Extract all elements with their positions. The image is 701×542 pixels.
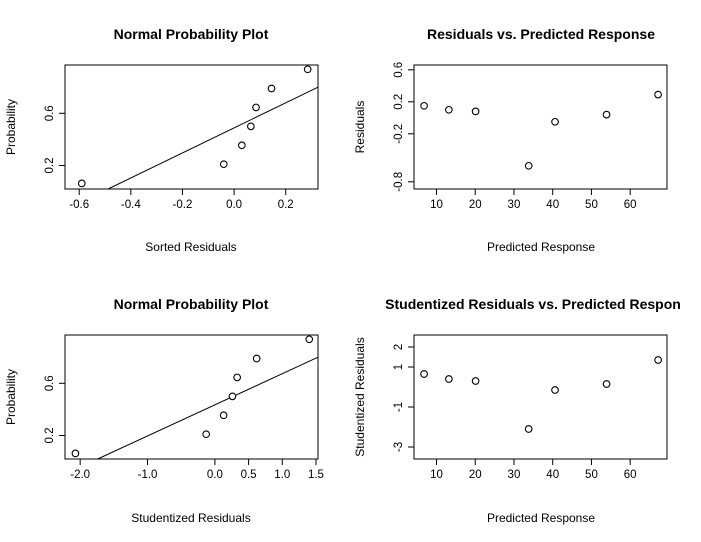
y-tick-label: -0.2: [393, 124, 405, 144]
y-axis-label: Studentized Residuals: [353, 337, 367, 456]
reference-line: [107, 86, 319, 190]
data-point: [654, 90, 662, 99]
data-point: [202, 430, 211, 439]
plot-frame: [413, 334, 668, 460]
data-point: [602, 380, 611, 388]
x-tick-label: 60: [624, 469, 637, 481]
x-axis-label: Predicted Response: [487, 240, 595, 254]
data-point: [524, 425, 533, 433]
x-tick-label: 60: [624, 199, 637, 211]
x-tick-label: 0.0: [207, 469, 223, 481]
data-point: [654, 356, 662, 364]
y-tick-label: -3: [393, 442, 405, 452]
data-point: [267, 84, 276, 93]
panel-normal-probability-residuals: Normal Probability Plot Sorted Residuals…: [4, 26, 319, 254]
panel-residuals-vs-predicted: Residuals vs. Predicted Response Predict…: [353, 26, 668, 254]
chart-title: Normal Probability Plot: [114, 296, 269, 312]
x-axis-label: Predicted Response: [487, 511, 595, 525]
data-point: [247, 122, 255, 131]
y-axis-label: Probability: [4, 369, 18, 425]
reference-line: [97, 356, 319, 460]
data-point: [445, 105, 453, 114]
data-point: [305, 335, 314, 344]
data-point: [420, 101, 428, 110]
data-point: [471, 377, 480, 385]
plot-frame: [64, 334, 319, 460]
panel-normal-probability-studentized: Normal Probability Plot Studentized Resi…: [4, 296, 324, 525]
y-tick-label: 0.6: [393, 62, 405, 78]
data-point: [551, 386, 559, 394]
data-point: [252, 103, 260, 112]
x-tick-label: 1.0: [274, 469, 290, 481]
x-tick-label: 0.5: [241, 469, 257, 481]
x-tick-label: -1.0: [138, 469, 158, 481]
data-point: [303, 65, 312, 74]
x-tick-label: 20: [469, 469, 482, 481]
x-tick-label: 30: [508, 469, 521, 481]
y-tick-label: -1: [393, 402, 405, 412]
data-point: [233, 373, 241, 382]
x-tick-label: 40: [546, 469, 559, 481]
data-point: [77, 179, 86, 188]
x-tick-label: 50: [585, 199, 598, 211]
x-tick-label: 1.5: [308, 469, 324, 481]
x-tick-label: 40: [546, 199, 559, 211]
x-tick-label: -0.6: [69, 199, 89, 211]
chart-title: Studentized Residuals vs. Predicted Resp…: [385, 296, 681, 312]
data-point: [602, 110, 611, 119]
data-point: [471, 107, 480, 116]
y-axis-label: Residuals: [353, 101, 367, 154]
y-tick-label: 0.2: [44, 428, 56, 444]
plot-frame: [64, 64, 319, 190]
x-tick-label: 10: [430, 199, 443, 211]
y-tick-label: 0.6: [44, 375, 56, 391]
plot-frame: [413, 64, 668, 190]
x-tick-label: 0.0: [226, 199, 242, 211]
y-tick-label: 2: [393, 344, 405, 350]
data-point: [524, 161, 533, 170]
data-point: [219, 160, 228, 169]
data-point: [252, 354, 261, 363]
x-tick-label: 10: [430, 469, 443, 481]
data-point: [71, 449, 80, 458]
x-tick-label: -2.0: [70, 469, 90, 481]
x-tick-label: -0.2: [173, 199, 193, 211]
y-tick-label: 0.2: [44, 158, 56, 174]
y-tick-label: 0.6: [44, 105, 56, 121]
x-tick-label: 50: [585, 469, 598, 481]
data-point: [219, 411, 228, 420]
y-axis-label: Probability: [4, 99, 18, 155]
chart-title: Residuals vs. Predicted Response: [427, 26, 655, 42]
data-point: [445, 375, 453, 383]
chart-title: Normal Probability Plot: [114, 26, 269, 42]
y-tick-label: 1: [393, 364, 405, 370]
data-point: [420, 370, 428, 378]
data-point: [551, 117, 559, 126]
x-tick-label: 30: [508, 199, 521, 211]
x-tick-label: 0.2: [278, 199, 294, 211]
x-axis-label: Studentized Residuals: [131, 511, 250, 525]
x-axis-label: Sorted Residuals: [145, 240, 236, 254]
y-tick-label: -0.8: [393, 172, 405, 192]
y-tick-label: 0.2: [393, 94, 405, 110]
panel-studentized-vs-predicted: Studentized Residuals vs. Predicted Resp…: [353, 296, 681, 525]
x-tick-label: -0.4: [121, 199, 141, 211]
data-point: [237, 141, 246, 150]
x-tick-label: 20: [469, 199, 482, 211]
data-point: [228, 392, 237, 401]
